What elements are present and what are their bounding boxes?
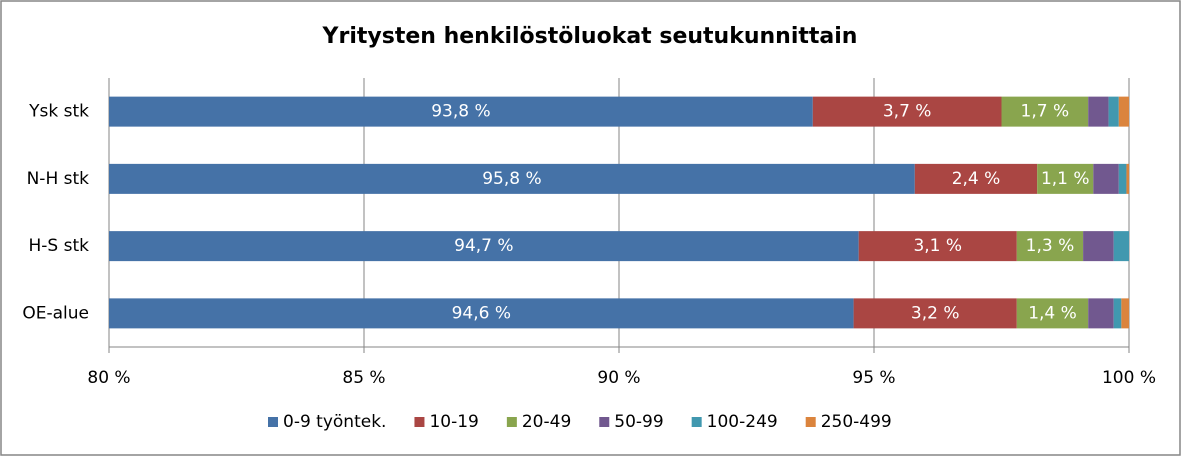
legend-label: 100-249 [707, 412, 778, 432]
legend-label: 250-499 [821, 412, 892, 432]
bar-segment [109, 231, 859, 262]
legend-swatch [691, 417, 702, 427]
x-tick-label: 90 % [597, 368, 640, 388]
y-tick-label: OE-alue [22, 303, 89, 323]
bar-segment [109, 163, 915, 194]
x-tick-label: 80 % [87, 368, 130, 388]
value-label: 1,1 % [1041, 169, 1090, 189]
bar-segment [858, 231, 1017, 262]
bar-segment [1088, 298, 1114, 329]
legend-label: 50-99 [614, 412, 663, 432]
y-tick-label: Ysk stk [28, 102, 89, 122]
value-label: 95,8 % [482, 169, 541, 189]
legend-swatch [506, 417, 517, 427]
legend-swatch [268, 417, 278, 427]
legend-swatch [599, 417, 610, 427]
bar-segment [109, 96, 813, 127]
x-tick-label: 100 % [1102, 368, 1156, 388]
bar-segment [1121, 298, 1129, 329]
value-label: 3,2 % [911, 303, 960, 323]
value-label: 1,4 % [1028, 303, 1077, 323]
value-label: 1,3 % [1026, 236, 1075, 256]
bar-segment [853, 298, 1017, 329]
bar-segment [1108, 96, 1119, 127]
legend-label: 20-49 [522, 412, 571, 432]
bar-segment [1118, 163, 1127, 194]
bar-segment [1113, 231, 1129, 262]
bar-segment [1016, 298, 1089, 329]
y-tick-label: N-H stk [27, 169, 90, 189]
x-tick-label: 85 % [342, 368, 385, 388]
legend-label: 10-19 [429, 412, 478, 432]
bar-segment [1016, 231, 1084, 262]
bar-segment [109, 298, 854, 329]
bar-segment [1093, 163, 1119, 194]
legend-swatch [414, 417, 425, 427]
bar-segment [1001, 96, 1089, 127]
value-label: 1,7 % [1021, 102, 1070, 122]
bar-segment [914, 163, 1038, 194]
bar-segment [1118, 96, 1129, 127]
value-label: 2,4 % [952, 169, 1001, 189]
legend-label: 0-9 työntek. [283, 412, 386, 432]
value-label: 94,7 % [454, 236, 513, 256]
bar-segment [1126, 163, 1129, 194]
bar-segment [1083, 231, 1114, 262]
value-label: 94,6 % [452, 303, 511, 323]
bar-segment [1088, 96, 1109, 127]
bar-segment [1113, 298, 1122, 329]
x-tick-label: 95 % [852, 368, 895, 388]
legend-swatch [805, 417, 816, 427]
bar-segment [1037, 163, 1094, 194]
chart-title: Yritysten henkilöstöluokat seutukunnitta… [322, 24, 858, 49]
bar-segment [812, 96, 1002, 127]
value-label: 93,8 % [431, 102, 490, 122]
value-label: 3,7 % [883, 102, 932, 122]
value-label: 3,1 % [913, 236, 962, 256]
y-tick-label: H-S stk [29, 236, 90, 256]
